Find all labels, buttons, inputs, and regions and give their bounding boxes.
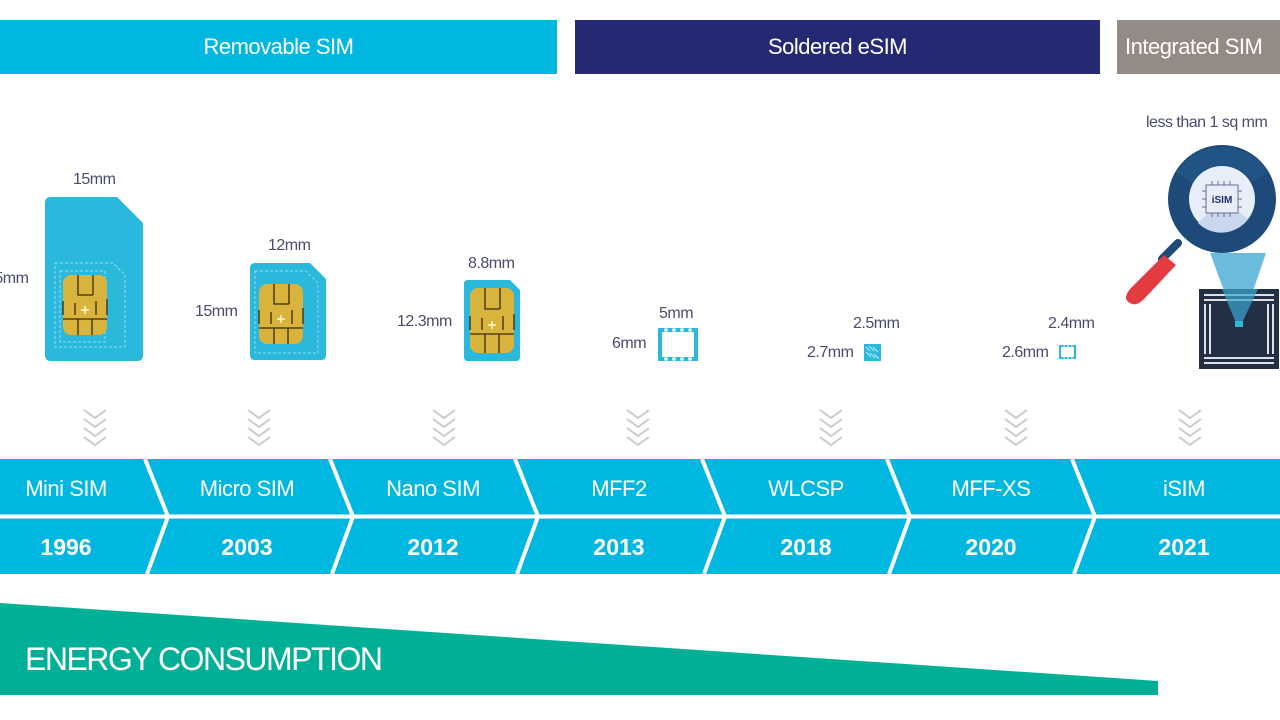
micro-sim-width: 12mm [268, 237, 311, 254]
category-integrated-sim: Integrated SIM [1117, 20, 1280, 74]
wlcsp-width: 2.5mm [853, 315, 900, 332]
timeline-year-1996: 1996 [40, 534, 92, 560]
chevron-down-icon [1004, 409, 1028, 447]
micro-sim-height: 15mm [195, 303, 238, 320]
wlcsp-chip-icon [864, 344, 881, 361]
timeline-label-mff2: MFF2 [591, 476, 647, 501]
timeline-label-nano-sim: Nano SIM [386, 476, 480, 501]
timeline-label-isim: iSIM [1163, 476, 1206, 501]
timeline-band [0, 459, 1280, 574]
timeline-year-2018: 2018 [780, 534, 832, 560]
chevron-down-icon [432, 409, 456, 447]
mff2-height: 6mm [612, 335, 647, 352]
mini-sim-height: 25mm [0, 270, 29, 287]
energy-consumption-label: ENERGY CONSUMPTION [25, 641, 383, 677]
micro-sim-card-icon [250, 263, 326, 360]
mff2-chip-icon [658, 328, 698, 361]
isim-size: less than 1 sq mm [1146, 114, 1268, 131]
chevron-down-icon [819, 409, 843, 447]
mff-xs-chip-icon [1059, 345, 1076, 359]
isim-chip-label: iSIM [1212, 195, 1233, 206]
mff-xs-width: 2.4mm [1048, 315, 1095, 332]
timeline-year-2012: 2012 [407, 534, 459, 560]
category-removable-sim: Removable SIM [0, 20, 557, 74]
timeline-label-mini-sim: Mini SIM [25, 476, 107, 501]
chevron-down-icon [1178, 409, 1202, 447]
timeline-year-2021: 2021 [1158, 534, 1210, 560]
category-label: Removable SIM [203, 34, 354, 59]
mini-sim-card-icon [45, 197, 143, 361]
nano-sim-height: 12.3mm [397, 313, 452, 330]
timeline-year-2013: 2013 [593, 534, 645, 560]
nano-sim-width: 8.8mm [468, 255, 515, 272]
mff-xs-height: 2.6mm [1002, 344, 1049, 361]
isim-magnifier-icon: iSIM [1118, 143, 1280, 371]
wlcsp-height: 2.7mm [807, 344, 854, 361]
timeline-year-2003: 2003 [221, 534, 273, 560]
chevron-down-icon [247, 409, 271, 447]
mini-sim-width: 15mm [73, 171, 116, 188]
timeline-year-2020: 2020 [965, 534, 1017, 560]
timeline-label-micro-sim: Micro SIM [199, 476, 295, 501]
energy-consumption-wedge [0, 603, 1160, 695]
nano-sim-card-icon [464, 280, 520, 361]
chevron-down-icon [83, 409, 107, 447]
category-soldered-esim: Soldered eSIM [575, 20, 1100, 74]
category-label: Integrated SIM [1125, 34, 1263, 59]
mff2-width: 5mm [659, 305, 694, 322]
timeline-label-mff-xs: MFF-XS [951, 476, 1031, 501]
timeline-label-wlcsp: WLCSP [768, 476, 844, 501]
category-label: Soldered eSIM [767, 34, 908, 59]
chevron-down-icon [626, 409, 650, 447]
